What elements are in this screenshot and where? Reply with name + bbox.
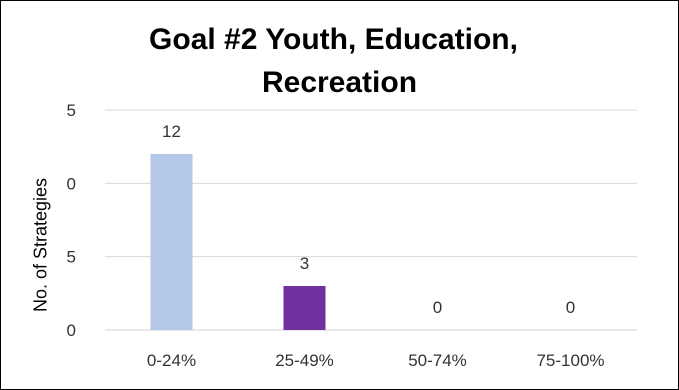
bar — [283, 286, 326, 330]
y-tick-label: 5 — [67, 101, 76, 120]
data-label: 0 — [433, 298, 442, 317]
chart-title-line-2: Recreation — [261, 66, 418, 99]
y-tick-label: 0 — [67, 174, 76, 193]
chart-title-line-1: Goal #2 Youth, Education, — [149, 23, 518, 56]
y-tick-label: 5 — [67, 248, 76, 267]
category-label: 75-100% — [536, 351, 604, 370]
category-label: 25-49% — [275, 351, 334, 370]
y-tick-label: 0 — [67, 321, 76, 340]
bar — [150, 154, 193, 330]
category-label: 50-74% — [408, 351, 467, 370]
category-label: 0-24% — [147, 351, 196, 370]
data-label: 12 — [162, 122, 181, 141]
data-label: 3 — [300, 254, 309, 273]
data-label: 0 — [566, 298, 575, 317]
